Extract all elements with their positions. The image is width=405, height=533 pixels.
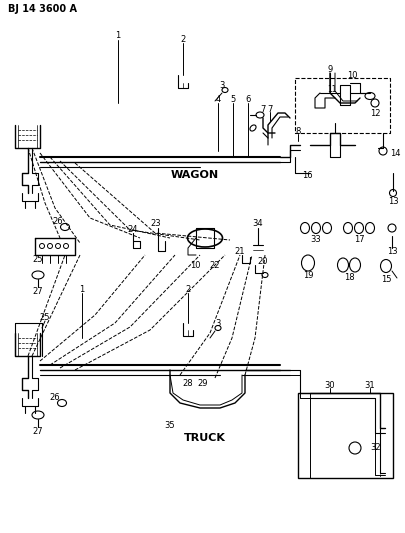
Text: 21: 21 — [235, 246, 245, 255]
Text: 24: 24 — [128, 224, 138, 233]
Text: 13: 13 — [388, 197, 398, 206]
Text: 10: 10 — [347, 70, 357, 79]
Text: 3: 3 — [215, 319, 221, 327]
Text: 18: 18 — [344, 273, 354, 282]
Text: TRUCK: TRUCK — [184, 433, 226, 443]
Text: 27: 27 — [33, 426, 43, 435]
Text: 7: 7 — [260, 104, 266, 114]
Text: 32: 32 — [370, 443, 381, 453]
Text: 23: 23 — [151, 220, 161, 229]
Text: WAGON: WAGON — [171, 170, 219, 180]
Text: 17: 17 — [354, 236, 364, 245]
Text: BJ 14 3600 A: BJ 14 3600 A — [8, 4, 77, 14]
Text: 3: 3 — [220, 82, 225, 91]
Text: 33: 33 — [311, 236, 322, 245]
Text: 6: 6 — [245, 94, 251, 103]
Text: 19: 19 — [303, 271, 313, 280]
Text: 14: 14 — [390, 149, 401, 157]
Text: 16: 16 — [302, 172, 312, 181]
Text: 2: 2 — [185, 285, 191, 294]
Text: 34: 34 — [253, 220, 263, 229]
Text: 27: 27 — [33, 287, 43, 295]
Text: 29: 29 — [198, 378, 208, 387]
Text: 11: 11 — [327, 85, 337, 93]
Text: 13: 13 — [387, 247, 397, 256]
Text: 25: 25 — [40, 313, 50, 322]
Text: 9: 9 — [327, 64, 333, 74]
Text: 10: 10 — [190, 261, 200, 270]
Text: 26: 26 — [50, 392, 60, 401]
Text: 30: 30 — [325, 381, 335, 390]
Text: 35: 35 — [165, 421, 175, 430]
Bar — [298, 393, 393, 478]
Text: 28: 28 — [183, 378, 193, 387]
Text: 2: 2 — [180, 35, 185, 44]
Text: 5: 5 — [230, 94, 236, 103]
Text: 7: 7 — [267, 104, 273, 114]
Text: 25: 25 — [33, 255, 43, 264]
Text: 20: 20 — [258, 256, 268, 265]
Text: 31: 31 — [364, 381, 375, 390]
Text: 15: 15 — [381, 276, 391, 285]
Text: 1: 1 — [79, 285, 85, 294]
Text: 22: 22 — [210, 261, 220, 270]
Text: 26: 26 — [53, 216, 63, 225]
Text: 12: 12 — [370, 109, 380, 117]
Text: 1: 1 — [115, 31, 121, 41]
Text: 4: 4 — [215, 94, 221, 103]
Text: 8: 8 — [295, 126, 301, 135]
